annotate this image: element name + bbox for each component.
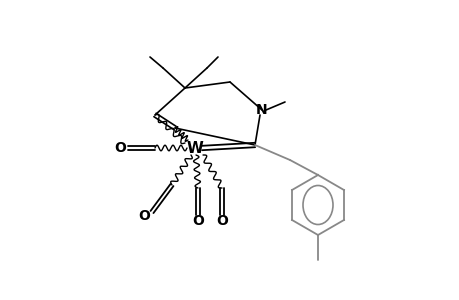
Text: O: O bbox=[216, 214, 228, 228]
Text: N: N bbox=[256, 103, 267, 117]
Text: O: O bbox=[192, 214, 203, 228]
Text: W: W bbox=[186, 140, 203, 155]
Text: O: O bbox=[114, 141, 126, 155]
Text: O: O bbox=[138, 209, 150, 223]
